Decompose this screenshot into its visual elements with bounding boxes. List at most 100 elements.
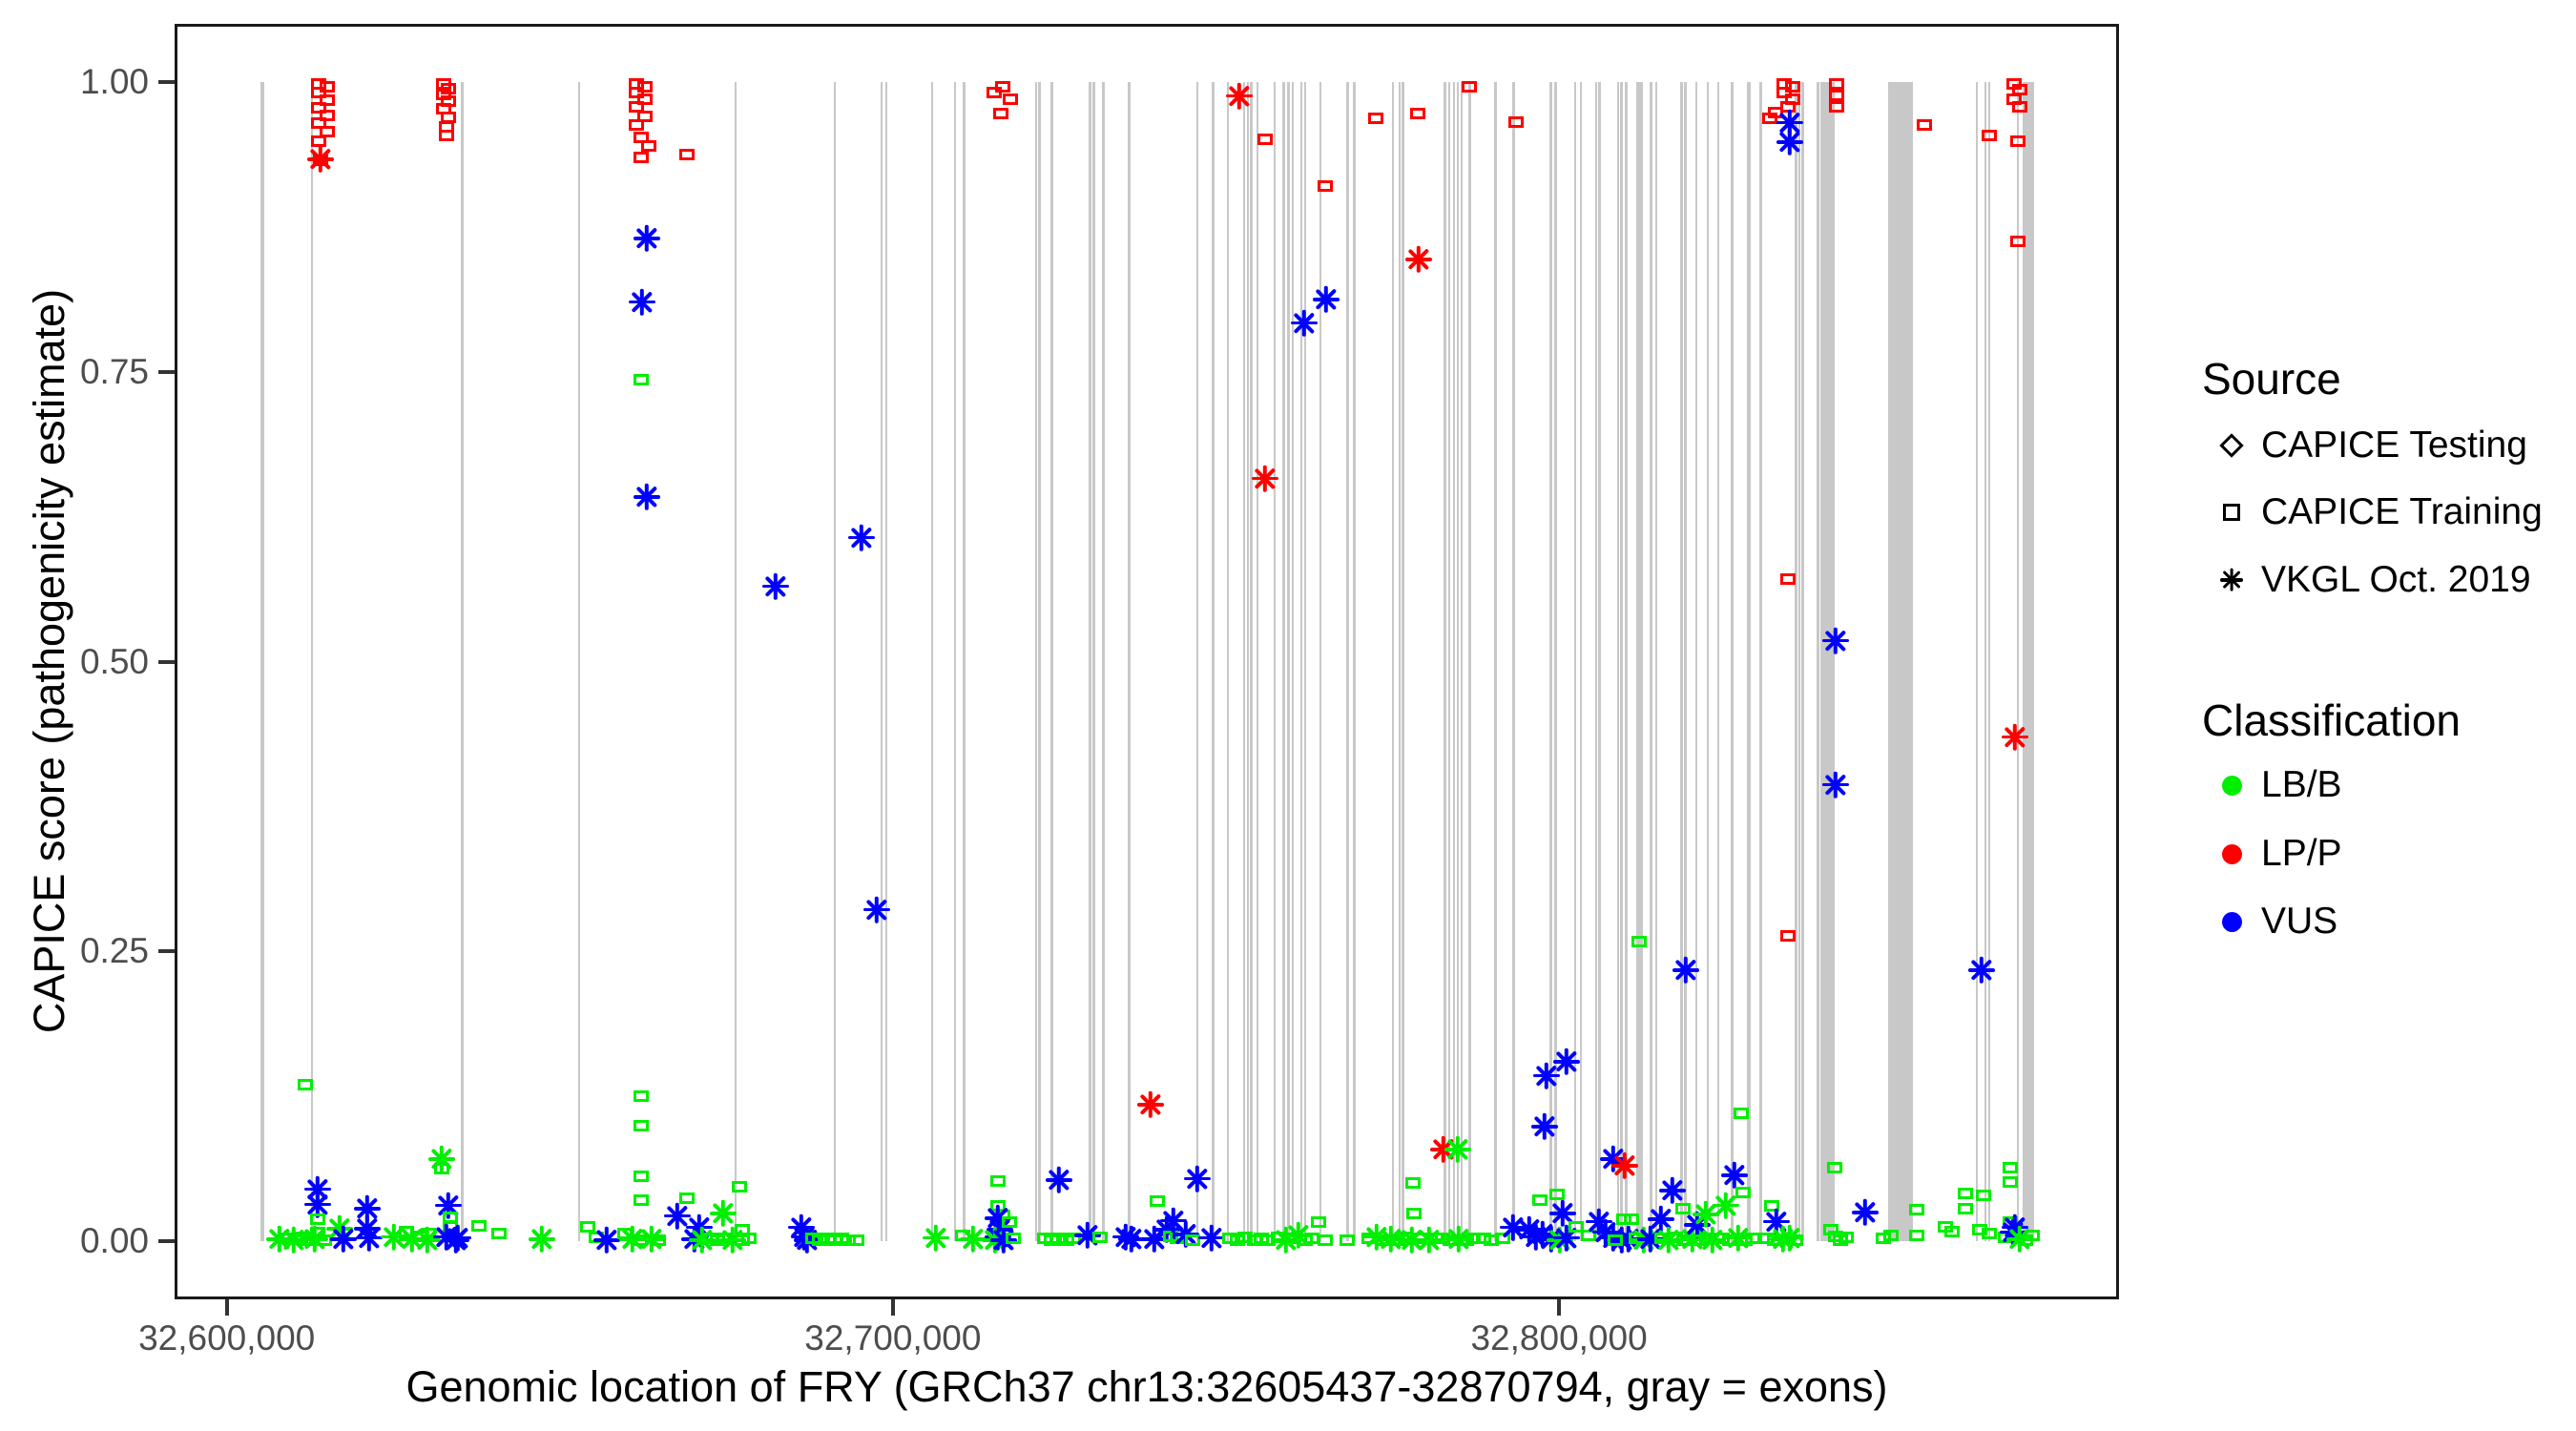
data-point bbox=[1549, 1189, 1566, 1201]
data-point bbox=[1050, 1233, 1067, 1245]
data-point bbox=[1317, 179, 1333, 192]
data-point bbox=[741, 1233, 758, 1245]
data-point bbox=[629, 101, 645, 113]
data-point bbox=[634, 1089, 650, 1102]
data-point bbox=[579, 1221, 595, 1234]
data-point bbox=[636, 110, 653, 122]
exon-band bbox=[1759, 81, 1762, 1242]
data-point bbox=[1672, 956, 1699, 984]
data-point bbox=[640, 140, 656, 153]
data-point bbox=[1225, 82, 1253, 110]
y-tick-label: 0.25 bbox=[79, 931, 149, 971]
exon-band bbox=[1706, 81, 1710, 1242]
exon-band bbox=[1694, 81, 1698, 1242]
exon-band bbox=[1102, 81, 1105, 1242]
legend-item-label: LP/P bbox=[2261, 833, 2342, 874]
data-point bbox=[319, 93, 335, 106]
data-point bbox=[1692, 1201, 1719, 1229]
exon-band bbox=[1353, 81, 1356, 1242]
y-axis-title: CAPICE score (pathogenicity estimate) bbox=[25, 288, 73, 1034]
data-point bbox=[719, 1226, 747, 1254]
data-point bbox=[310, 135, 326, 148]
data-point bbox=[471, 1219, 488, 1232]
data-point bbox=[413, 1226, 441, 1254]
data-point bbox=[1763, 1208, 1791, 1235]
exon-band bbox=[1303, 81, 1307, 1242]
data-point bbox=[634, 373, 650, 385]
data-point bbox=[1185, 1234, 1201, 1246]
data-point bbox=[989, 1226, 1017, 1254]
data-point bbox=[761, 572, 789, 600]
exon-band bbox=[1346, 81, 1349, 1242]
exon-band bbox=[1987, 81, 1991, 1242]
exon-band bbox=[1398, 81, 1402, 1242]
x-axis-title: Genomic location of FRY (GRCh37 chr13:32… bbox=[405, 1362, 1888, 1411]
exon-band bbox=[734, 81, 737, 1242]
exon-band bbox=[1680, 81, 1683, 1242]
data-point bbox=[618, 1225, 646, 1253]
diamond-icon bbox=[2219, 433, 2244, 458]
data-point bbox=[1637, 1225, 1665, 1253]
legend-classification-title: Classification bbox=[2202, 695, 2461, 745]
legend-item-label: CAPICE Testing bbox=[2261, 425, 2527, 466]
data-point bbox=[1318, 1234, 1334, 1246]
data-point bbox=[1909, 1229, 1925, 1241]
data-point bbox=[1967, 956, 1995, 984]
data-point bbox=[1958, 1202, 1974, 1214]
data-point bbox=[1045, 1166, 1072, 1193]
x-tick-mark bbox=[1557, 1299, 1562, 1316]
data-point bbox=[1368, 113, 1384, 125]
exon-band bbox=[1195, 81, 1199, 1242]
exon-band bbox=[1452, 81, 1455, 1242]
data-point bbox=[1532, 1062, 1560, 1089]
exon-band bbox=[2022, 81, 2034, 1242]
data-point bbox=[1823, 1223, 1839, 1235]
exon-band bbox=[1512, 81, 1515, 1242]
exon-band bbox=[1038, 81, 1041, 1242]
data-point bbox=[986, 87, 1002, 99]
data-point bbox=[629, 119, 645, 132]
exon-band bbox=[1460, 81, 1464, 1242]
exon-band bbox=[880, 81, 883, 1242]
data-point bbox=[636, 93, 653, 105]
data-point bbox=[428, 1145, 456, 1172]
data-point bbox=[1616, 1213, 1631, 1225]
exon-band bbox=[1598, 81, 1601, 1242]
legend-source-title: Source bbox=[2202, 354, 2341, 404]
data-point bbox=[663, 1202, 691, 1230]
data-point bbox=[732, 1180, 748, 1192]
exon-band bbox=[1273, 81, 1277, 1242]
exon-band bbox=[1468, 81, 1471, 1242]
data-point bbox=[1462, 81, 1478, 93]
legend-item-capice-testing: CAPICE Testing bbox=[2202, 422, 2527, 469]
exon-band bbox=[1456, 81, 1460, 1242]
data-point bbox=[788, 1213, 816, 1241]
data-point bbox=[1631, 936, 1648, 948]
data-point bbox=[628, 288, 655, 316]
y-tick-label: 0.75 bbox=[79, 351, 149, 391]
exon-band bbox=[1291, 81, 1295, 1242]
data-point bbox=[1006, 1233, 1022, 1245]
data-point bbox=[1735, 1186, 1751, 1198]
data-point bbox=[2024, 1229, 2040, 1241]
data-point bbox=[1776, 109, 1804, 136]
data-point bbox=[1001, 1216, 1017, 1229]
exon-band bbox=[1089, 81, 1091, 1242]
data-point bbox=[1851, 1198, 1879, 1226]
data-point bbox=[679, 1192, 696, 1204]
data-point bbox=[1720, 1161, 1748, 1189]
exon-band bbox=[1242, 81, 1246, 1242]
data-point bbox=[353, 1214, 381, 1242]
plot-panel bbox=[175, 24, 2119, 1299]
exon-band bbox=[1620, 81, 1623, 1242]
data-point bbox=[1140, 1225, 1168, 1253]
data-point bbox=[1230, 1234, 1246, 1246]
data-point bbox=[1821, 771, 1849, 798]
exon-band bbox=[963, 81, 966, 1242]
data-point bbox=[1073, 1222, 1101, 1250]
data-point bbox=[1522, 1223, 1549, 1251]
exon-band bbox=[1650, 81, 1652, 1242]
data-point bbox=[319, 109, 335, 121]
data-point bbox=[1444, 1136, 1471, 1164]
